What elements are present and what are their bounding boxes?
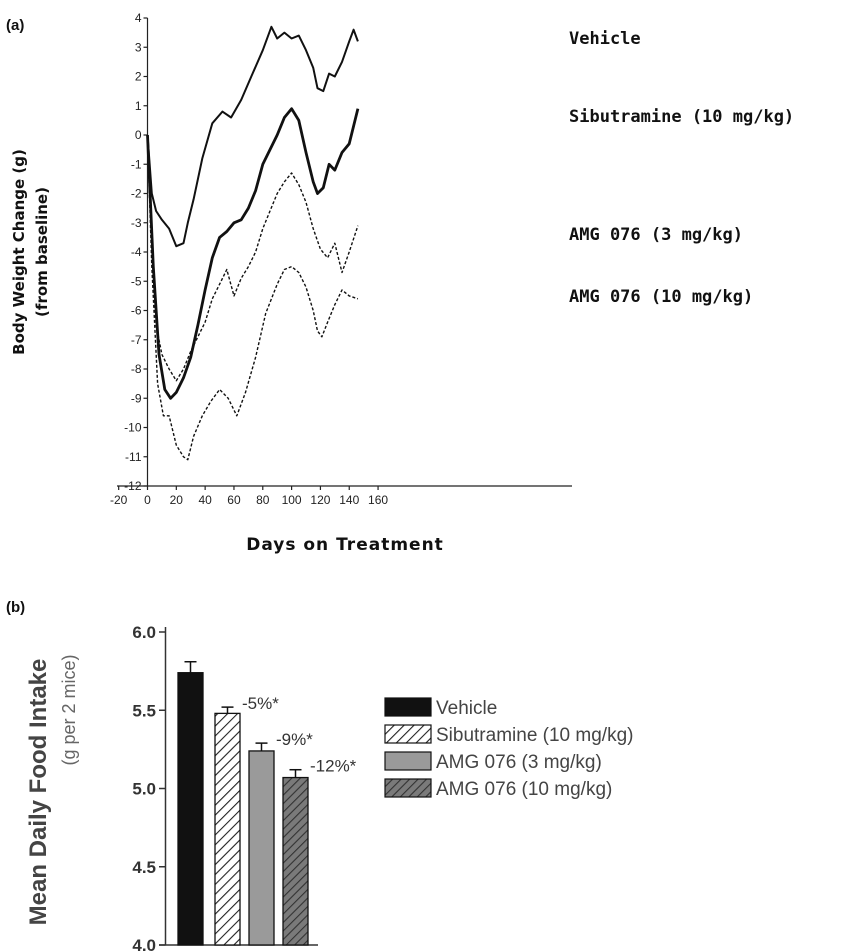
y-tick-label: -3 [131, 216, 142, 230]
panel-a-y-title: Body Weight Change (g) [10, 149, 28, 355]
label-amg076-10: AMG 076 (10 mg/kg) [569, 287, 753, 307]
x-tick-label: 100 [282, 493, 302, 507]
y-tick-label: -7 [131, 333, 142, 347]
panel-b-label: (b) [6, 599, 25, 616]
y-tick-label: 1 [135, 99, 142, 113]
panel-a-y-subtitle: (from baseline) [33, 187, 51, 317]
series-line-0 [146, 25, 359, 248]
x-tick-label: 0 [144, 493, 151, 507]
panel-a-x-title: Days on Treatment [246, 535, 444, 555]
y-tick-label: 5.0 [132, 780, 156, 799]
y-tick-label: -8 [131, 362, 142, 376]
y-tick-label: 3 [135, 40, 142, 54]
y-tick-label: -5 [131, 274, 142, 288]
x-tick-label: 20 [170, 493, 184, 507]
panel-a-series-lines [146, 25, 360, 461]
panel-b-legend: Vehicle Sibutramine (10 mg/kg) AMG 076 (3 … [384, 697, 633, 800]
panel-a-x-ticks: -20 0 20 40 60 80 100 120 140 160 [110, 486, 388, 507]
x-tick-label: 40 [198, 493, 212, 507]
pct-label-3: -12%* [310, 757, 357, 776]
legend-swatch-3 [384, 778, 432, 798]
x-tick-label: -20 [110, 493, 128, 507]
series-line-1 [146, 107, 360, 400]
x-tick-label: 80 [256, 493, 270, 507]
legend-label-1: Sibutramine (10 mg/kg) [436, 725, 633, 746]
y-tick-label: -10 [124, 421, 142, 435]
series-line-2 [146, 134, 359, 382]
label-sibutramine: Sibutramine (10 mg/kg) [569, 107, 794, 127]
y-tick-label: -6 [131, 304, 142, 318]
y-tick-label: -1 [131, 157, 142, 171]
bar-3 [282, 776, 309, 946]
series-line-3 [146, 134, 359, 461]
y-tick-label: -12 [124, 479, 142, 493]
y-tick-label: 0 [135, 128, 142, 142]
legend-label-3: AMG 076 (10 mg/kg) [436, 779, 612, 800]
panel-b-y-title: Mean Daily Food Intake [25, 659, 52, 926]
legend-label-0: Vehicle [436, 698, 497, 719]
panel-b-y-subtitle: (g per 2 mice) [59, 654, 79, 765]
x-tick-label: 120 [310, 493, 330, 507]
legend-swatch-1 [384, 724, 432, 744]
panel-b-y-ticks: 4.0 4.5 5.0 5.5 6.0 [132, 623, 166, 951]
legend-swatch-0 [384, 697, 432, 717]
y-tick-label: 2 [135, 70, 142, 84]
panel-a-chart: 4 3 2 1 0 -1 -2 -3 -4 -5 -6 -7 -8 -9 -10 -11 -12 -20 0 20 4… [10, 11, 794, 555]
bar-0 [177, 672, 204, 946]
label-vehicle: Vehicle [569, 29, 641, 49]
bar-2 [248, 750, 275, 946]
pct-label-1: -5%* [242, 694, 279, 713]
panel-b-bars: -5%* -9%* -12%* [177, 660, 357, 946]
y-tick-label: 4 [135, 11, 142, 25]
y-tick-label: 4.0 [132, 936, 156, 951]
panel-b-chart: 4.0 4.5 5.0 5.5 6.0 -5%* -9%* -12%* Mean Daily… [25, 623, 633, 951]
x-tick-label: 140 [339, 493, 359, 507]
y-tick-label: 6.0 [132, 623, 156, 642]
label-amg076-3: AMG 076 (3 mg/kg) [569, 225, 743, 245]
y-tick-label: -9 [131, 391, 142, 405]
y-tick-label: -11 [125, 450, 142, 464]
y-tick-label: 5.5 [132, 701, 156, 720]
legend-label-2: AMG 076 (3 mg/kg) [436, 752, 602, 773]
legend-swatch-2 [384, 751, 432, 771]
y-tick-label: -4 [131, 245, 142, 259]
y-tick-label: -2 [131, 187, 142, 201]
pct-label-2: -9%* [276, 730, 313, 749]
x-tick-label: 60 [227, 493, 241, 507]
x-tick-label: 160 [368, 493, 388, 507]
y-tick-label: 4.5 [132, 858, 156, 877]
panel-a-label: (a) [6, 17, 24, 34]
bar-1 [214, 712, 241, 946]
panel-a-y-ticks: 4 3 2 1 0 -1 -2 -3 -4 -5 -6 -7 -8 -9 -10 -11 -12 [124, 11, 148, 493]
